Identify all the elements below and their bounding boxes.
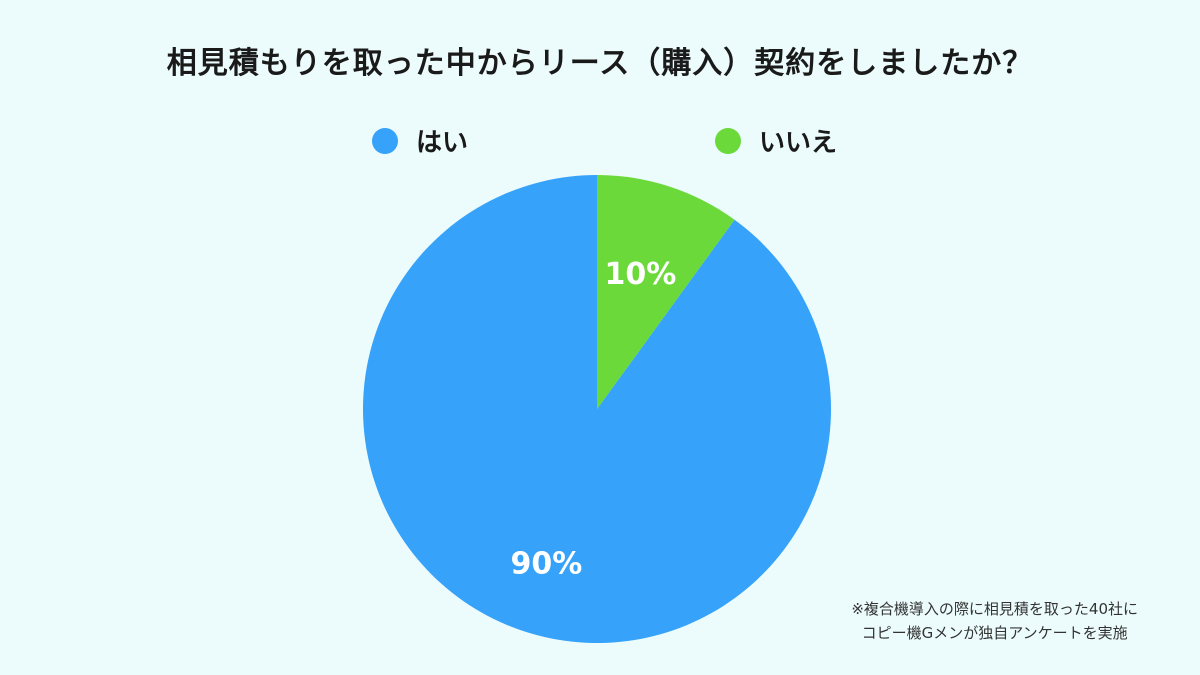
survey-note-line-1: ※複合機導入の際に相見積を取った40社に (851, 600, 1138, 618)
legend-item-yes: はい (372, 122, 468, 159)
chart-title: 相見積もりを取った中からリース（購入）契約をしましたか？ (166, 46, 1034, 81)
legend: はい いいえ (0, 122, 1200, 158)
pie-slice-yes (363, 175, 831, 643)
pie-label-no: 10% (604, 257, 676, 292)
survey-note-line-2: コピー機Gメンが独自アンケートを実施 (861, 624, 1128, 642)
pie-label-yes: 90% (510, 546, 582, 581)
pie-slice-no (597, 175, 735, 409)
legend-label-yes: はい (416, 128, 469, 158)
legend-label-no: いいえ (759, 128, 838, 158)
legend-swatch-yes (372, 127, 398, 154)
survey-note: ※複合機導入の際に相見積を取った40社に コピー機Gメンが独自アンケートを実施 (851, 597, 1138, 645)
legend-item-no: いいえ (715, 122, 837, 159)
legend-swatch-no (715, 127, 741, 154)
